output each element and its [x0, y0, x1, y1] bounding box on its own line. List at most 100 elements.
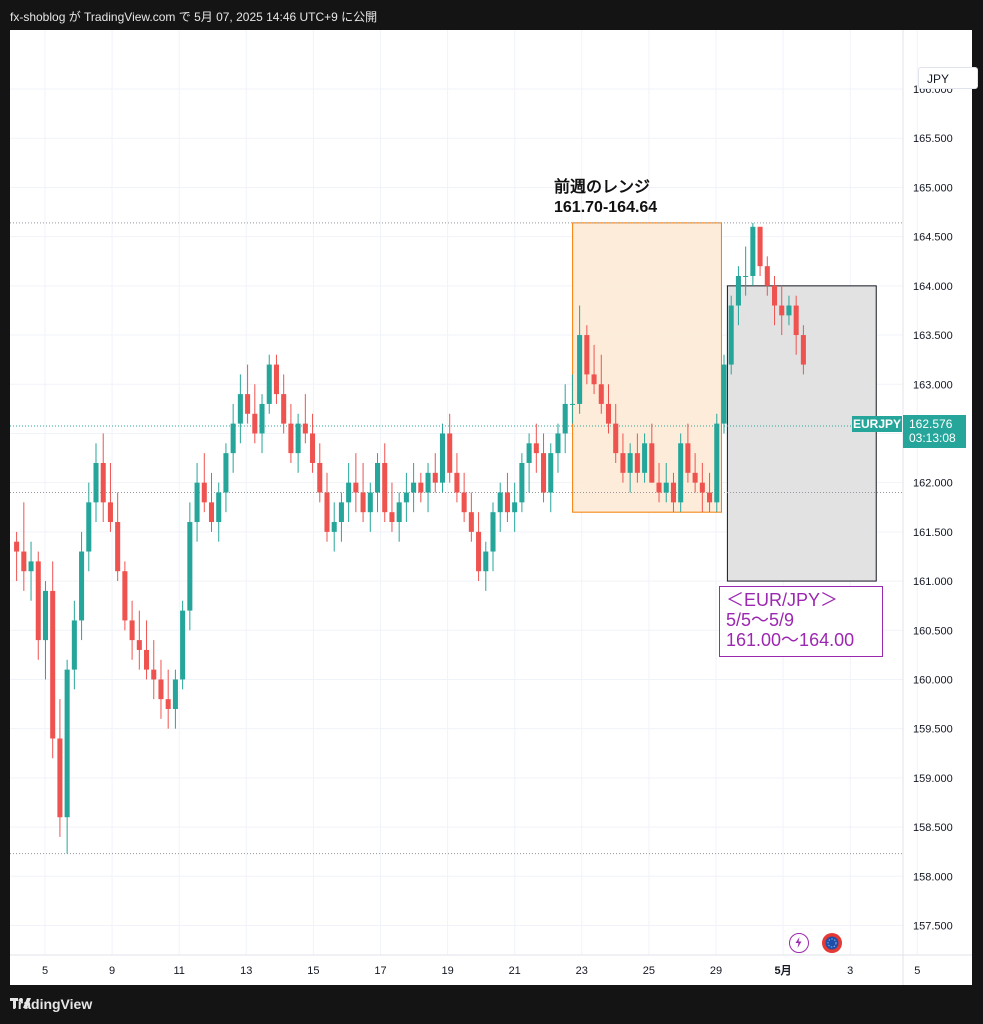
globe-icon[interactable]: [822, 933, 842, 953]
x-tick-label: 11: [173, 965, 184, 977]
tradingview-logo-icon: [10, 998, 31, 1008]
x-tick-label: 19: [441, 965, 453, 977]
candle-body: [757, 226, 763, 267]
candle-body: [764, 266, 770, 286]
candle-body: [497, 492, 503, 513]
header-bar: fx-shoblog が TradingView.com で 5月 07, 20…: [0, 0, 983, 30]
candle-body: [411, 482, 417, 493]
candle-body: [743, 276, 749, 278]
candle-body: [273, 364, 279, 395]
y-tick-label: 159.000: [913, 773, 953, 785]
y-tick-label: 159.500: [913, 724, 953, 736]
range-title-label: 前週のレンジ: [554, 179, 651, 196]
candle-body: [295, 423, 301, 454]
candle-body: [678, 443, 684, 503]
candle-body: [591, 374, 597, 385]
candle-body: [122, 571, 128, 621]
x-tick-label: 13: [240, 965, 252, 977]
candle-body: [115, 522, 121, 572]
range-values-label: 161.70-164.64: [554, 199, 658, 216]
candle-body: [42, 590, 49, 641]
candle-body: [613, 423, 619, 454]
candle-body: [331, 522, 337, 532]
candle-body: [620, 453, 626, 473]
y-tick-label: 157.500: [913, 920, 953, 932]
chart-frame[interactable]: 591113151719212325295月3579166.000165.500…: [10, 30, 978, 985]
candle-body: [86, 502, 92, 552]
candle-body: [187, 522, 193, 611]
y-tick-label: 160.000: [913, 674, 953, 686]
candle-body: [237, 394, 243, 424]
candle-body: [418, 482, 424, 493]
y-tick-label: 163.500: [913, 330, 953, 342]
candle-body: [93, 462, 99, 503]
candle-body: [208, 502, 215, 523]
candle-body: [504, 492, 510, 513]
y-tick-label: 165.500: [913, 133, 953, 145]
candle-body: [216, 492, 222, 523]
candle-body: [360, 492, 366, 513]
footer-brand-text: TradingView: [10, 996, 93, 1012]
candle-body: [64, 669, 70, 818]
candle-body: [252, 413, 258, 434]
candle-body: [317, 462, 323, 493]
candle-body: [151, 669, 157, 680]
y-tick-label: 160.500: [913, 625, 953, 637]
candle-body: [707, 492, 713, 503]
y-tick-label: 165.000: [913, 182, 953, 194]
x-tick-label: 29: [710, 965, 722, 977]
x-tick-label: 5: [42, 965, 48, 977]
candle-body: [519, 462, 525, 503]
candle-body: [439, 433, 446, 483]
last-price-value: 162.576: [909, 417, 953, 431]
symbol-tag: EURJPY: [852, 416, 902, 432]
x-tick-label: 9: [109, 965, 115, 977]
y-tick-label: 161.500: [913, 527, 953, 539]
candle-body: [526, 443, 532, 463]
forecast-range-box: [726, 285, 877, 582]
candle-body: [403, 492, 409, 503]
candle-body: [367, 492, 373, 513]
currency-selector[interactable]: JPY: [918, 67, 978, 89]
candle-body: [14, 541, 20, 552]
candle-body: [771, 285, 778, 306]
candle-body: [302, 423, 308, 434]
candle-body: [346, 482, 352, 503]
candle-body: [728, 305, 734, 365]
candlestick-chart[interactable]: 591113151719212325295月3579166.000165.500…: [10, 30, 972, 985]
forecast-range: 161.00〜164.00: [726, 630, 855, 650]
y-tick-label: 162.000: [913, 478, 953, 490]
candle-body: [735, 276, 741, 306]
candle-body: [577, 335, 583, 404]
candle-body: [79, 551, 85, 621]
candle-body: [324, 492, 330, 532]
candle-body: [353, 482, 359, 493]
candle-body: [382, 462, 388, 513]
x-tick-label: 3: [847, 965, 853, 977]
candle-body: [692, 472, 698, 483]
candle-body: [259, 403, 265, 434]
candle-body: [670, 482, 676, 503]
candle-body: [158, 679, 164, 700]
forecast-pair: ＜EUR/JPY＞: [726, 590, 839, 610]
candle-body: [338, 502, 344, 523]
candle-body: [396, 502, 402, 523]
candle-body: [71, 620, 77, 670]
candle-body: [172, 679, 178, 709]
candle-body: [129, 620, 135, 641]
candle-body: [454, 472, 460, 493]
lightning-icon[interactable]: [789, 933, 809, 953]
candle-body: [627, 453, 633, 473]
candle-body: [642, 443, 648, 473]
candle-body: [57, 738, 63, 818]
candle-body: [107, 502, 113, 523]
candle-body: [389, 512, 395, 523]
bar-countdown: 03:13:08: [909, 431, 956, 445]
y-tick-label: 163.000: [913, 379, 953, 391]
footer-brand[interactable]: TradingView: [10, 996, 92, 1016]
candle-body: [800, 335, 806, 365]
candle-body: [656, 482, 662, 493]
forecast-annotation: ＜EUR/JPY＞ 5/5〜5/9 161.00〜164.00: [719, 586, 883, 657]
candle-body: [685, 443, 691, 473]
candle-body: [468, 512, 474, 532]
